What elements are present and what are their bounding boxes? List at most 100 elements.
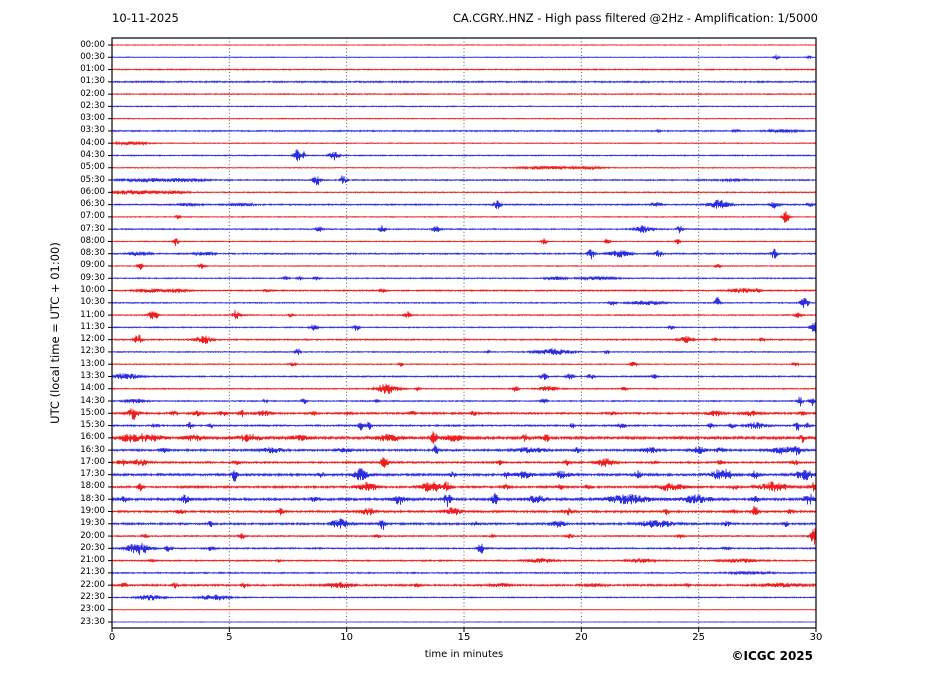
seismogram-trace-2200 [112, 581, 816, 589]
seismogram-trace-0430 [112, 149, 816, 162]
seismogram-trace-0600 [112, 189, 816, 196]
seismogram-trace-0030 [112, 54, 816, 61]
seismogram-trace-0530 [112, 175, 816, 186]
y-tick-label: 13:30 [80, 370, 105, 381]
seismogram-trace-0500 [112, 164, 816, 171]
seismogram-trace-0830 [112, 248, 816, 260]
seismogram-trace-0730 [112, 225, 816, 234]
seismogram-trace-0900 [112, 263, 816, 270]
y-tick-label: 06:30 [80, 199, 105, 210]
y-tick-label: 23:30 [80, 616, 105, 627]
seismogram-trace-0130 [112, 79, 816, 84]
x-tick-label: 30 [809, 632, 823, 643]
y-tick-label: 11:30 [80, 321, 105, 332]
seismogram-trace-2130 [112, 570, 816, 576]
seismogram-trace-1330 [112, 373, 816, 381]
seismogram-trace-1730 [112, 468, 816, 482]
seismogram-trace-1430 [112, 396, 816, 407]
trace-layer [112, 44, 816, 623]
y-tick-label: 20:00 [80, 530, 105, 541]
seismogram-trace-2100 [112, 557, 816, 564]
y-tick-label: 03:30 [80, 125, 105, 136]
seismogram-trace-1800 [112, 481, 816, 492]
y-tick-label: 22:30 [80, 591, 105, 602]
seismogram-trace-0700 [112, 210, 816, 223]
x-tick-label: 20 [574, 632, 588, 643]
seismogram-trace-2300 [112, 608, 816, 611]
y-tick-label: 03:00 [80, 113, 105, 124]
y-tick-label: 15:30 [80, 420, 105, 431]
y-tick-label: 01:00 [80, 64, 105, 75]
y-tick-label: 09:00 [80, 260, 105, 271]
y-tick-label: 05:00 [80, 162, 105, 173]
y-tick-label: 18:30 [80, 493, 105, 504]
y-tick-label: 09:30 [80, 272, 105, 283]
y-tick-label: 19:00 [80, 506, 105, 516]
y-tick-label: 01:30 [80, 76, 105, 87]
seismogram-trace-1900 [112, 505, 816, 516]
y-tick-label: 12:00 [80, 334, 105, 345]
y-tick-label: 13:00 [80, 358, 105, 369]
seismogram-trace-0800 [112, 238, 816, 247]
seismogram-trace-2030 [112, 542, 816, 556]
y-tick-label: 21:30 [80, 567, 105, 578]
seismogram-trace-1100 [112, 309, 816, 320]
seismogram-trace-1000 [112, 287, 816, 294]
y-tick-label: 00:00 [80, 39, 105, 50]
seismogram-trace-0200 [112, 92, 816, 96]
seismogram-trace-1230 [112, 348, 816, 355]
seismogram-trace-0230 [112, 105, 816, 108]
y-tick-label: 02:00 [80, 88, 105, 99]
x-tick-label: 25 [692, 632, 706, 643]
seismogram-trace-1630 [112, 444, 816, 456]
page-title-station: CA.CGRY..HNZ - High pass filtered @2Hz -… [452, 11, 818, 25]
y-tick-label: 06:00 [80, 186, 105, 197]
y-tick-label: 22:00 [80, 579, 105, 590]
seismogram-trace-1930 [112, 518, 816, 531]
y-tick-label: 21:00 [80, 555, 105, 566]
y-tick-label: 23:00 [80, 604, 105, 615]
y-tick-label: 02:30 [80, 100, 105, 111]
x-tick-label: 0 [108, 632, 116, 643]
y-tick-label: 07:00 [80, 211, 105, 222]
y-tick-label: 14:00 [80, 383, 105, 394]
y-tick-label: 04:30 [80, 149, 105, 160]
seismogram-trace-0000 [112, 44, 816, 46]
copyright-label: ©ICGC 2025 [731, 649, 813, 663]
y-tick-label: 20:30 [80, 542, 105, 553]
y-tick-label: 04:00 [80, 137, 105, 148]
y-tick-label: 05:30 [80, 174, 105, 185]
seismogram-trace-1530 [112, 421, 816, 431]
y-tick-label: 10:00 [80, 285, 105, 296]
y-tick-label: 07:30 [80, 223, 105, 234]
seismogram-trace-1030 [112, 297, 816, 309]
y-tick-label: 16:00 [80, 432, 105, 443]
seismogram-trace-1130 [112, 322, 816, 334]
seismogram-trace-0930 [112, 275, 816, 282]
y-tick-label: 18:00 [80, 481, 105, 492]
x-tick-label: 5 [226, 632, 233, 643]
seismogram-trace-2230 [112, 594, 816, 601]
x-axis-label: time in minutes [424, 649, 504, 660]
seismogram-trace-1700 [112, 457, 816, 468]
seismogram-trace-1600 [112, 431, 816, 445]
seismogram-trace-0630 [112, 199, 816, 209]
y-tick-label: 08:00 [80, 235, 105, 246]
y-tick-label: 10:30 [80, 297, 105, 308]
seismogram-trace-1400 [112, 383, 816, 394]
y-tick-label: 12:30 [80, 346, 105, 357]
seismogram-trace-0400 [112, 140, 816, 146]
y-tick-label: 08:30 [80, 248, 105, 259]
y-tick-label: 19:30 [80, 518, 105, 529]
page-title-date: 10-11-2025 [112, 11, 179, 25]
y-tick-label: 00:30 [80, 51, 105, 62]
x-tick-label: 15 [457, 632, 471, 643]
seismogram-trace-1500 [112, 408, 816, 420]
seismogram-trace-1830 [112, 492, 816, 508]
seismogram-trace-1200 [112, 334, 816, 345]
x-tick-label: 10 [340, 632, 354, 643]
y-tick-label: 16:30 [80, 444, 105, 455]
seismogram-trace-0300 [112, 117, 816, 120]
